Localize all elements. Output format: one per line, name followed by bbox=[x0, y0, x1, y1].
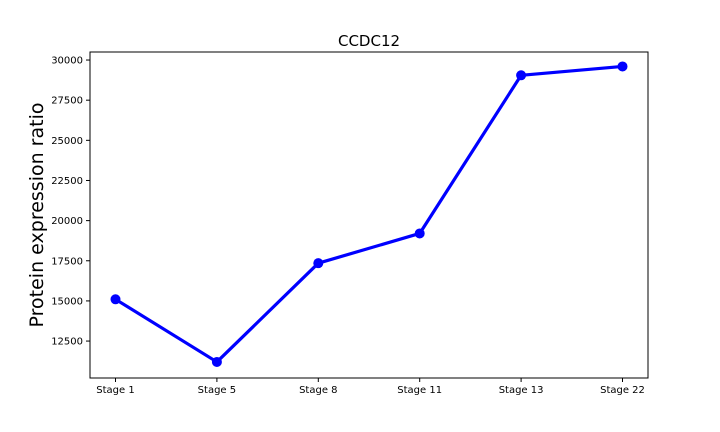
data-point bbox=[414, 228, 425, 239]
data-point bbox=[211, 356, 222, 367]
y-tick-label: 15000 bbox=[51, 296, 83, 307]
x-tick-label: Stage 5 bbox=[198, 385, 236, 396]
x-tick-label: Stage 1 bbox=[96, 385, 134, 396]
x-tick-label: Stage 22 bbox=[600, 385, 645, 396]
y-tick-label: 22500 bbox=[51, 176, 83, 187]
data-point bbox=[617, 61, 628, 72]
x-tick-label: Stage 11 bbox=[397, 385, 442, 396]
y-tick-label: 12500 bbox=[51, 337, 83, 348]
x-axis-ticks: Stage 1 Stage 5 Stage 8 Stage 11 Stage 13 Sta… bbox=[96, 378, 645, 396]
y-tick-label: 27500 bbox=[51, 96, 83, 107]
y-tick-label: 17500 bbox=[51, 256, 83, 267]
series-line bbox=[113, 64, 625, 364]
data-point bbox=[516, 70, 527, 81]
y-tick-label: 20000 bbox=[51, 216, 83, 227]
series-layer bbox=[110, 61, 628, 367]
data-point bbox=[110, 294, 121, 305]
y-axis-ticks: 12500 15000 17500 20000 22500 25000 27500 30000 bbox=[51, 56, 90, 348]
y-tick-label: 25000 bbox=[51, 136, 83, 147]
chart-title: CCDC12 bbox=[338, 32, 400, 50]
y-tick-label: 30000 bbox=[51, 56, 83, 67]
x-tick-label: Stage 13 bbox=[499, 385, 544, 396]
data-point bbox=[313, 258, 324, 269]
x-tick-label: Stage 8 bbox=[299, 385, 337, 396]
plot-frame bbox=[89, 51, 649, 379]
y-axis-label: Protein expression ratio bbox=[26, 103, 48, 328]
